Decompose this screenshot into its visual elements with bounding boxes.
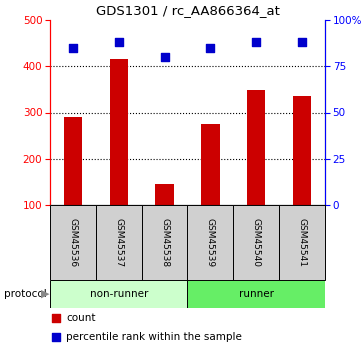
- Point: [299, 39, 305, 45]
- Bar: [64, 117, 82, 205]
- Text: GSM45540: GSM45540: [252, 218, 261, 267]
- Point: [70, 45, 76, 50]
- Point: [253, 39, 259, 45]
- Bar: [187, 205, 233, 280]
- Point: [208, 45, 213, 50]
- Bar: [293, 96, 311, 205]
- Bar: [156, 184, 174, 205]
- Bar: [201, 124, 219, 205]
- Bar: [279, 205, 325, 280]
- Text: runner: runner: [239, 289, 274, 299]
- Bar: [50, 205, 96, 280]
- Bar: [96, 205, 142, 280]
- Bar: [187, 280, 325, 308]
- Bar: [233, 205, 279, 280]
- Text: non-runner: non-runner: [90, 289, 148, 299]
- Bar: [247, 90, 265, 205]
- Title: GDS1301 / rc_AA866364_at: GDS1301 / rc_AA866364_at: [96, 4, 279, 18]
- Bar: [50, 280, 187, 308]
- Bar: [142, 205, 187, 280]
- Text: percentile rank within the sample: percentile rank within the sample: [66, 332, 242, 342]
- Text: GSM45541: GSM45541: [297, 218, 306, 267]
- Point: [53, 316, 58, 321]
- Point: [53, 334, 58, 339]
- Text: protocol: protocol: [4, 289, 46, 299]
- Text: GSM45537: GSM45537: [114, 218, 123, 267]
- Text: GSM45538: GSM45538: [160, 218, 169, 267]
- Point: [162, 54, 168, 60]
- Bar: [110, 59, 128, 205]
- Text: GSM45539: GSM45539: [206, 218, 215, 267]
- Text: count: count: [66, 313, 96, 323]
- Text: GSM45536: GSM45536: [69, 218, 77, 267]
- Text: ▶: ▶: [41, 289, 49, 299]
- Point: [116, 39, 122, 45]
